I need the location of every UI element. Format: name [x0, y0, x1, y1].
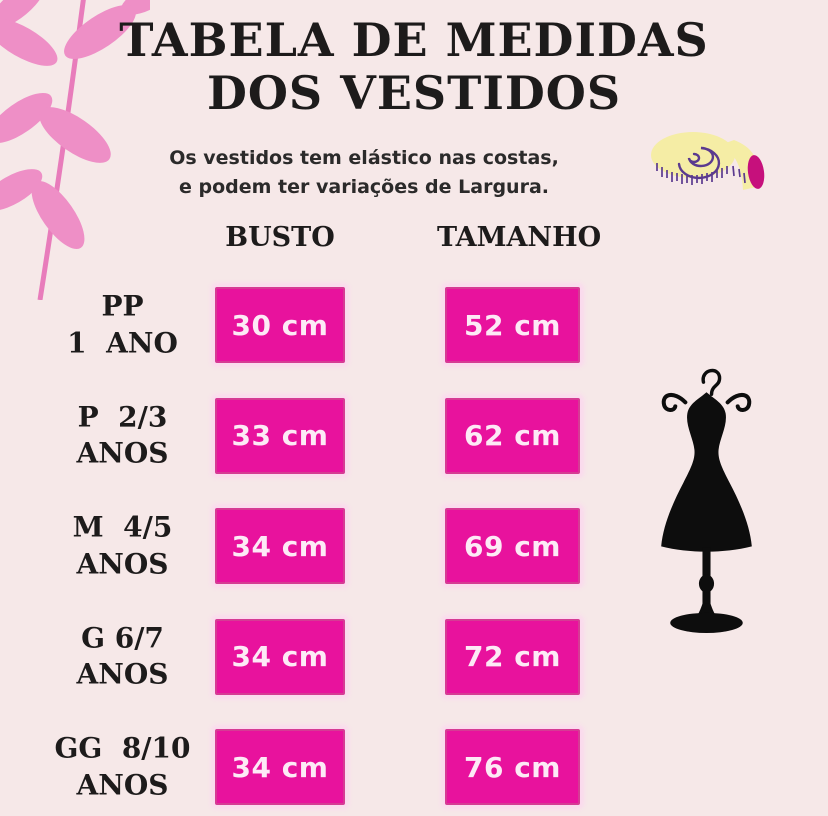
size-label-line1: GG 8/10 [54, 731, 191, 765]
column-header-busto: BUSTO [225, 222, 335, 253]
size-label-line1: M 4/5 [72, 510, 173, 544]
column-header-tamanho: TAMANHO [437, 222, 602, 253]
measurements-table: PP 1 ANO 30 cm 52 cm P 2/3 ANOS 33 cm 62 c… [0, 270, 640, 816]
table-row-gg: GG 8/10 ANOS 34 cm 76 cm [0, 712, 640, 816]
tamanho-value-box: 52 cm [445, 287, 580, 364]
busto-value-box: 34 cm [215, 729, 345, 806]
page-title-line1: TABELA DE MEDIDAS [119, 13, 709, 67]
column-headers: BUSTO TAMANHO [0, 222, 828, 258]
size-label-line2: 1 ANO [67, 326, 178, 360]
tamanho-value: 62 cm [464, 419, 561, 453]
subtitle-line2: e podem ter variações de Largura. [179, 175, 549, 198]
size-label-line2: ANOS [76, 547, 169, 581]
size-label-line2: ANOS [76, 768, 169, 802]
table-row-m: M 4/5 ANOS 34 cm 69 cm [0, 491, 640, 602]
size-label: P 2/3 ANOS [40, 399, 205, 472]
table-row-g: G 6/7 ANOS 34 cm 72 cm [0, 602, 640, 713]
leaf-branch-icon [0, 0, 150, 300]
table-row-pp: PP 1 ANO 30 cm 52 cm [0, 270, 640, 381]
size-label: G 6/7 ANOS [40, 620, 205, 693]
busto-value-box: 34 cm [215, 618, 345, 695]
busto-value: 34 cm [231, 640, 329, 674]
table-row-p: P 2/3 ANOS 33 cm 62 cm [0, 381, 640, 492]
size-label-line2: ANOS [76, 657, 169, 691]
busto-value: 34 cm [231, 750, 329, 784]
page-title-line2: DOS VESTIDOS [206, 65, 622, 120]
busto-value-box: 30 cm [215, 287, 345, 364]
busto-value-box: 34 cm [215, 508, 345, 585]
tamanho-value-box: 62 cm [445, 397, 580, 474]
subtitle-note: Os vestidos tem elástico nas costas, e p… [84, 144, 644, 201]
tamanho-value-box: 76 cm [445, 729, 580, 806]
size-label: PP 1 ANO [40, 289, 205, 362]
busto-value: 34 cm [231, 529, 329, 563]
page-title: TABELA DE MEDIDAS DOS VESTIDOS [0, 14, 828, 120]
tamanho-value: 76 cm [464, 750, 561, 784]
tamanho-value: 69 cm [464, 529, 561, 563]
subtitle-line1: Os vestidos tem elástico nas costas, [169, 147, 559, 169]
busto-value: 33 cm [231, 419, 329, 453]
dress-mannequin-icon [661, 368, 752, 633]
tamanho-value: 72 cm [464, 640, 561, 674]
busto-value-box: 33 cm [215, 397, 345, 474]
size-label-line1: G 6/7 [81, 621, 164, 655]
size-label: M 4/5 ANOS [40, 510, 205, 583]
busto-value: 30 cm [231, 308, 329, 342]
size-label-line1: PP [101, 289, 144, 323]
size-label-line1: P 2/3 [77, 400, 168, 434]
tamanho-value: 52 cm [464, 308, 561, 342]
tamanho-value-box: 69 cm [445, 508, 580, 585]
tamanho-value-box: 72 cm [445, 618, 580, 695]
measuring-tape-icon [651, 132, 765, 190]
size-label-line2: ANOS [76, 436, 169, 470]
size-label: GG 8/10 ANOS [40, 731, 205, 804]
